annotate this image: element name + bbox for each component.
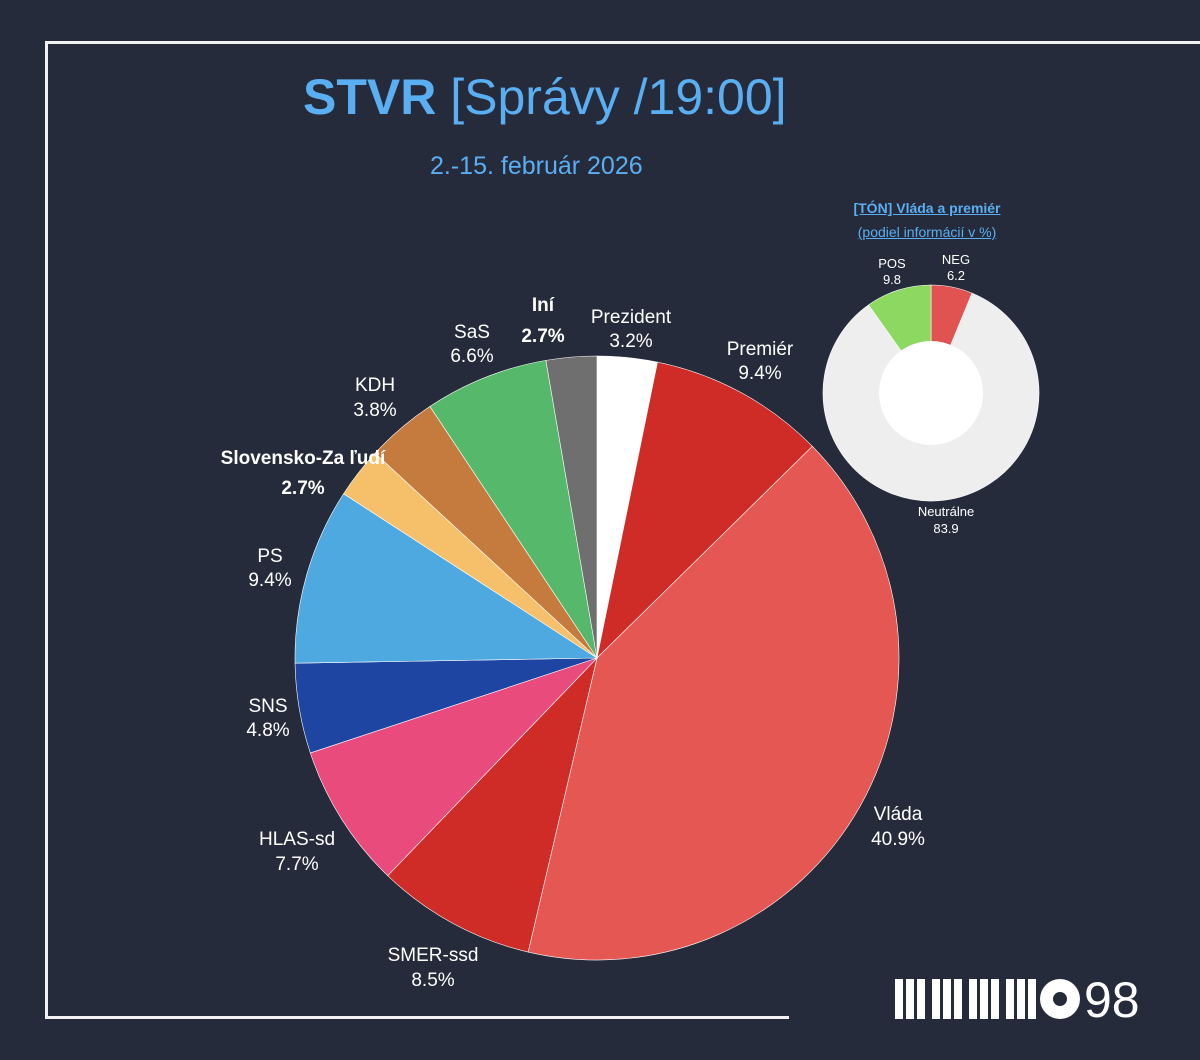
frame-left-line bbox=[45, 41, 48, 1019]
tone-chart-title: [TÓN] Vláda a premiér bbox=[853, 200, 1001, 216]
label-hlas-name: HLAS-sd bbox=[259, 829, 335, 850]
tone-label-neutral-name: Neutrálne bbox=[918, 504, 974, 519]
label-sns-name: SNS bbox=[248, 696, 287, 717]
label-prezident: Prezident 3.2% bbox=[591, 307, 672, 352]
label-ini: Iní 2.7% bbox=[521, 295, 564, 347]
label-ps-name: PS bbox=[257, 546, 282, 567]
tone-label-pos-value: 9.8 bbox=[883, 272, 901, 287]
label-premier-value: 9.4% bbox=[738, 363, 781, 384]
label-premier: Premiér 9.4% bbox=[727, 339, 794, 384]
label-sas-name: SaS bbox=[454, 322, 490, 343]
tone-label-neg-value: 6.2 bbox=[947, 268, 965, 283]
memo98-logo: 98 bbox=[895, 976, 1140, 1026]
label-smer-name: SMER-ssd bbox=[388, 945, 479, 966]
label-sns: SNS 4.8% bbox=[246, 696, 289, 741]
label-slovensko-value: 2.7% bbox=[281, 478, 324, 499]
label-prezident-value: 3.2% bbox=[609, 331, 652, 352]
tone-label-neg: NEG 6.2 bbox=[942, 252, 970, 283]
label-ini-name: Iní bbox=[532, 295, 555, 316]
label-prezident-name: Prezident bbox=[591, 307, 672, 328]
label-ps-value: 9.4% bbox=[248, 570, 291, 591]
pie-slice-hlas-sd bbox=[309, 657, 598, 877]
pie-slice-ps bbox=[294, 493, 598, 664]
title-program: [Správy /19:00] bbox=[436, 69, 787, 125]
tone-label-neutral-value: 83.9 bbox=[933, 521, 958, 536]
label-ini-value: 2.7% bbox=[521, 326, 564, 347]
pie-slice-smer-ssd bbox=[387, 657, 598, 953]
tone-chart-subtitle: (podiel informácií v %) bbox=[857, 224, 997, 240]
logo-number: 98 bbox=[1084, 976, 1140, 1026]
main-pie-slices bbox=[294, 355, 900, 961]
pie-slice-vlada bbox=[527, 445, 900, 961]
tone-label-pos: POS 9.8 bbox=[878, 256, 906, 287]
label-sns-value: 4.8% bbox=[246, 720, 289, 741]
label-slovensko: Slovensko-Za ľudí 2.7% bbox=[221, 448, 386, 499]
label-vlada-name: Vláda bbox=[874, 804, 923, 825]
pie-slice-premier bbox=[596, 361, 813, 659]
pie-slice-ini bbox=[545, 355, 598, 659]
frame-top-line bbox=[45, 41, 1200, 44]
label-hlas: HLAS-sd 7.7% bbox=[259, 829, 335, 875]
label-vlada-value: 40.9% bbox=[871, 829, 925, 850]
tone-label-neutral: Neutrálne 83.9 bbox=[918, 504, 974, 536]
title-channel: STVR bbox=[303, 69, 437, 125]
label-sas-value: 6.6% bbox=[450, 346, 493, 367]
frame-bottom-line bbox=[45, 1016, 789, 1019]
label-smer: SMER-ssd 8.5% bbox=[388, 945, 479, 991]
label-vlada: Vláda 40.9% bbox=[871, 804, 925, 850]
label-kdh-value: 3.8% bbox=[353, 400, 396, 421]
label-kdh: KDH 3.8% bbox=[353, 375, 396, 421]
label-sas: SaS 6.6% bbox=[450, 322, 493, 367]
pie-slice-sas bbox=[429, 360, 598, 659]
label-kdh-name: KDH bbox=[355, 375, 395, 396]
date-range: 2.-15. február 2026 bbox=[430, 152, 643, 180]
label-ps: PS 9.4% bbox=[248, 546, 291, 591]
label-smer-value: 8.5% bbox=[411, 970, 454, 991]
label-slovensko-name: Slovensko-Za ľudí bbox=[221, 448, 386, 469]
tone-label-neg-name: NEG bbox=[942, 252, 970, 267]
label-premier-name: Premiér bbox=[727, 339, 794, 360]
label-hlas-value: 7.7% bbox=[275, 854, 318, 875]
tone-label-pos-name: POS bbox=[878, 256, 906, 271]
tone-donut-hole bbox=[879, 341, 983, 445]
page-title: STVR [Správy /19:00] bbox=[303, 72, 787, 122]
memo-logo-mark bbox=[895, 979, 1080, 1019]
